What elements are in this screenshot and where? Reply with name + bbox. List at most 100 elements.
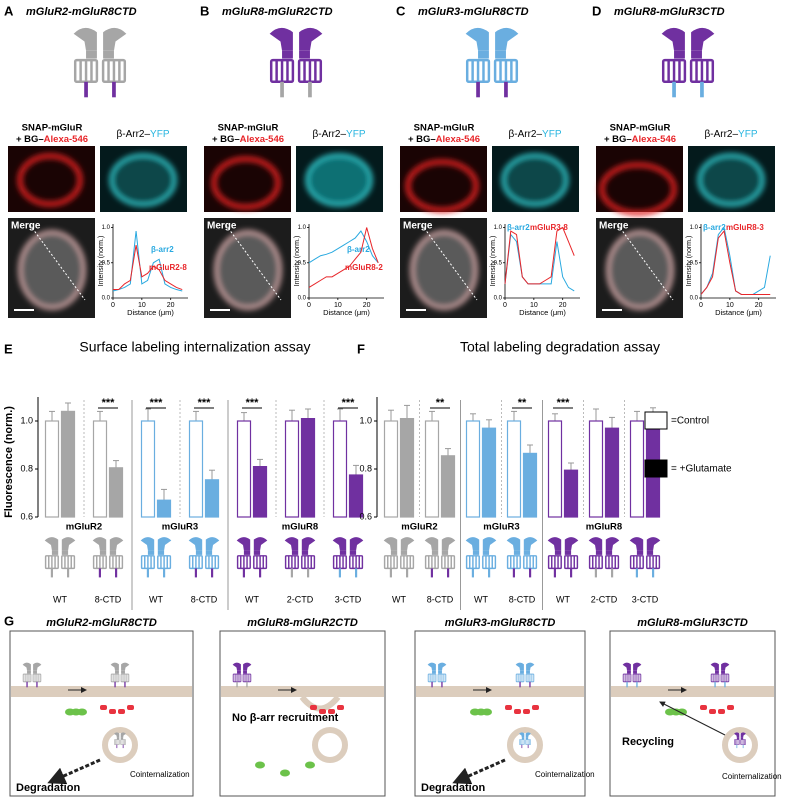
receptor-icon [629,537,661,578]
glutamate-bar [252,466,268,518]
ligand-domain [465,537,480,551]
y-tick-label: 0.8 [359,463,372,473]
y-axis-label: Intensity (norm.) [490,236,497,287]
merge-label: Merge [11,221,41,232]
panel-title: mGluR8-mGluR3CTD [614,6,725,18]
model-label: Cointernalization [722,772,782,781]
stalk [495,50,506,59]
stalk [520,670,524,674]
group-label: mGluR8 [282,522,318,533]
x-tick-label: 0 [503,302,507,309]
profile-line [308,227,379,288]
line-scan [225,224,282,301]
ligand-domain [588,537,603,551]
category-label: 2-CTD [287,594,314,604]
receptor-icon [734,732,746,749]
control-bar [140,420,156,518]
label-yfp: YFP [738,129,758,140]
ligand-domain [547,537,562,551]
label-bg: + BG–Alexa-546 [212,134,284,145]
receptor-icon [383,537,415,578]
ligand-domain [349,537,364,551]
significance-label: *** [102,397,116,409]
control-bar [383,420,399,518]
ligand-domain [482,537,497,551]
receptor-icon [188,537,220,578]
ligand-domain [383,537,398,551]
legend-swatch [644,459,668,478]
significance-label: *** [150,397,164,409]
stalk [633,670,637,674]
series-label: β-arr2 [347,245,370,254]
recycling-arrow [659,701,726,736]
x-tick-label: 10 [334,302,342,309]
y-tick-label: 0.8 [20,463,33,473]
label-snap: SNAP-mGluR [22,123,83,134]
control-bar [92,420,108,518]
arrestin [700,705,707,710]
stalk [526,670,530,674]
ligand-domain [73,27,97,51]
receptor-icon [710,662,730,688]
ligand-domain [564,537,579,551]
x-tick-label: 20 [167,302,175,309]
receptor-icon [506,537,538,578]
stalk [33,670,37,674]
arrestin [514,709,521,714]
category-label: WT [392,594,406,604]
ligand-domain [114,732,120,738]
stalk [736,737,740,740]
profile-line [700,226,771,295]
stalk [646,550,654,555]
model-label: No β-arr recruitment [232,712,339,724]
merge-signal [606,230,674,310]
merge-label: Merge [403,221,433,232]
series-label: mGluR8-3 [726,223,764,232]
stalk [525,737,529,740]
red-signal [17,153,83,207]
receptor-icon [588,537,620,578]
y-tick-label: 0.0 [494,296,503,302]
cyan-signal [501,153,569,207]
ligand-domain [188,537,203,551]
degradation-arrow [452,758,506,785]
stalk [157,550,165,555]
category-label: WT [149,594,163,604]
control-bar [236,420,252,518]
arrestin [709,709,716,714]
label-arr-prefix: β-Arr2– [509,129,543,140]
receptor-icon [622,662,642,688]
category-label: 8-CTD [509,594,536,604]
label-bg-prefix: + BG– [212,134,240,145]
label-alexa: Alexa-546 [240,134,284,145]
receptor-icon [269,27,323,98]
ligand-domain [438,662,447,671]
glutamate-bar [300,418,316,518]
ligand-domain [236,537,251,551]
glutamate-bar [204,479,220,518]
model-label: Recycling [622,736,674,748]
x-axis-label: Distance (μm) [715,308,762,317]
ligand-domain [622,662,631,671]
y-axis-label: Intensity (norm.) [686,236,693,287]
label-yfp: YFP [542,129,562,140]
stalk [121,670,125,674]
stalk [513,550,521,555]
panel-letter: E [4,341,13,356]
ligand-domain [710,662,719,671]
category-label: 2-CTD [591,594,618,604]
arrestin [532,705,539,710]
y-tick-label: 1.0 [298,225,307,231]
significance-label: ** [518,397,527,409]
ligand-domain [243,662,252,671]
y-tick-label: 0.6 [359,511,372,521]
y-tick-label: 0.5 [102,260,111,266]
ligand-domain [646,537,661,551]
series-label: mGluR3-8 [530,223,568,232]
receptor-icon [232,662,252,688]
stalk [595,550,603,555]
category-label: 8-CTD [95,594,122,604]
receptor-icon [515,662,535,688]
category-label: WT [53,594,67,604]
